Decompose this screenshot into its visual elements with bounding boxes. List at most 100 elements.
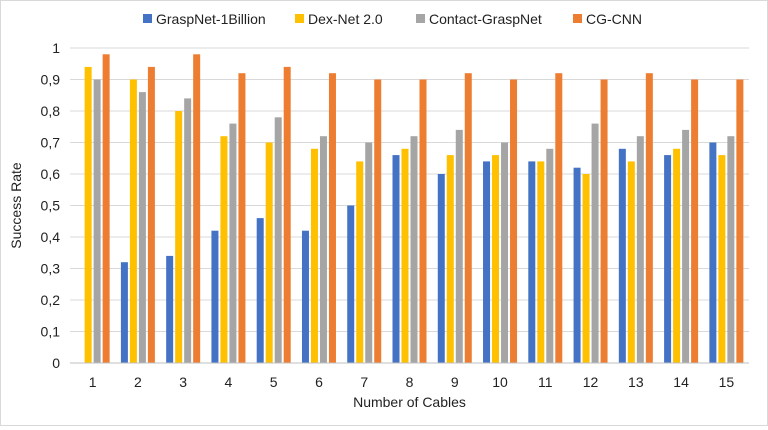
bar-graspnet-1billion-2	[120, 262, 128, 363]
bar-cg-cnn-11	[555, 73, 563, 363]
x-tick-label: 3	[179, 374, 187, 390]
legend-label: GraspNet-1Billion	[156, 11, 266, 27]
bar-graspnet-1billion-10	[483, 161, 491, 363]
legend-swatch	[416, 14, 425, 23]
bar-graspnet-1billion-5	[256, 218, 264, 363]
y-tick-label: 0,1	[41, 324, 61, 340]
bar-dex-net-2-0-6	[310, 148, 318, 363]
bar-dex-net-2-0-8	[401, 148, 409, 363]
bar-cg-cnn-9	[464, 73, 472, 363]
bar-cg-cnn-7	[374, 79, 382, 363]
bar-graspnet-1billion-8	[392, 155, 400, 363]
legend-label: CG-CNN	[586, 11, 642, 27]
bar-dex-net-2-0-5	[265, 142, 273, 363]
bar-dex-net-2-0-15	[718, 155, 726, 363]
x-tick-label: 7	[360, 374, 368, 390]
y-tick-label: 0,9	[41, 72, 61, 88]
y-axis-label: Success Rate	[8, 162, 24, 249]
bar-contact-graspnet-8	[410, 136, 418, 363]
x-tick-label: 5	[270, 374, 278, 390]
x-tick-label: 15	[719, 374, 735, 390]
bar-dex-net-2-0-7	[356, 161, 364, 363]
bar-dex-net-2-0-10	[492, 155, 500, 363]
bar-cg-cnn-6	[328, 73, 336, 363]
bar-dex-net-2-0-14	[673, 148, 681, 363]
x-axis-ticks: 1 2 3 4 5 6 7 8 9 10 11 12 13 14 15	[89, 374, 735, 390]
y-tick-label: 1	[52, 40, 60, 56]
bar-graspnet-1billion-11	[528, 161, 536, 363]
bars	[84, 54, 744, 364]
legend-swatch	[295, 14, 304, 23]
bar-dex-net-2-0-2	[129, 79, 137, 363]
legend: GraspNet-1Billion Dex-Net 2.0 Contact-Gras…	[143, 11, 642, 27]
x-tick-label: 4	[225, 374, 233, 390]
x-tick-label: 6	[315, 374, 323, 390]
bar-dex-net-2-0-13	[627, 161, 635, 363]
bar-contact-graspnet-14	[682, 129, 690, 363]
bar-dex-net-2-0-4	[220, 136, 228, 363]
bar-cg-cnn-1	[102, 54, 110, 364]
gridlines	[70, 47, 749, 332]
x-tick-label: 12	[583, 374, 599, 390]
bar-graspnet-1billion-12	[573, 167, 581, 363]
y-tick-label: 0,8	[41, 103, 61, 119]
bar-contact-graspnet-10	[501, 142, 509, 363]
y-tick-label: 0	[52, 355, 60, 371]
y-tick-label: 0,6	[41, 166, 61, 182]
bar-cg-cnn-15	[736, 79, 744, 363]
legend-swatch	[573, 14, 582, 23]
bar-contact-graspnet-4	[229, 123, 237, 363]
bar-graspnet-1billion-9	[437, 174, 445, 363]
bar-cg-cnn-14	[691, 79, 699, 363]
legend-item: CG-CNN	[573, 11, 642, 27]
bar-contact-graspnet-3	[184, 98, 192, 364]
bar-cg-cnn-12	[600, 79, 608, 363]
bar-contact-graspnet-6	[319, 136, 327, 363]
x-tick-label: 14	[673, 374, 689, 390]
bar-cg-cnn-10	[510, 79, 518, 363]
legend-item: GraspNet-1Billion	[143, 11, 266, 27]
bar-cg-cnn-3	[193, 54, 201, 364]
x-tick-label: 13	[628, 374, 644, 390]
bar-contact-graspnet-5	[274, 117, 282, 363]
bar-graspnet-1billion-6	[301, 230, 309, 363]
bar-cg-cnn-8	[419, 79, 427, 363]
bar-contact-graspnet-9	[455, 129, 463, 363]
bar-contact-graspnet-15	[727, 136, 735, 363]
bar-dex-net-2-0-11	[537, 161, 545, 363]
x-tick-label: 9	[451, 374, 459, 390]
bar-graspnet-1billion-14	[664, 155, 672, 363]
x-tick-label: 1	[89, 374, 97, 390]
bar-dex-net-2-0-12	[582, 174, 590, 363]
bar-dex-net-2-0-1	[84, 66, 92, 364]
legend-item: Contact-GraspNet	[416, 11, 542, 27]
x-tick-label: 8	[406, 374, 414, 390]
legend-label: Contact-GraspNet	[429, 11, 542, 27]
bar-contact-graspnet-2	[138, 92, 146, 363]
legend-item: Dex-Net 2.0	[295, 11, 383, 27]
bar-cg-cnn-13	[645, 73, 653, 363]
y-tick-label: 0,4	[41, 229, 61, 245]
bar-contact-graspnet-1	[93, 79, 101, 363]
bar-contact-graspnet-7	[365, 142, 373, 363]
bar-graspnet-1billion-13	[618, 148, 626, 363]
x-axis-label: Number of Cables	[353, 394, 466, 410]
bar-graspnet-1billion-7	[347, 205, 355, 363]
legend-label: Dex-Net 2.0	[308, 11, 383, 27]
x-tick-label: 10	[492, 374, 508, 390]
y-tick-label: 0,2	[41, 292, 61, 308]
bar-dex-net-2-0-9	[446, 155, 454, 363]
y-tick-label: 0,3	[41, 261, 61, 277]
bar-graspnet-1billion-3	[166, 255, 174, 363]
bar-graspnet-1billion-4	[211, 230, 219, 363]
bar-contact-graspnet-13	[636, 136, 644, 363]
bar-contact-graspnet-11	[546, 148, 554, 363]
bar-contact-graspnet-12	[591, 123, 599, 363]
x-tick-label: 11	[538, 374, 553, 390]
bar-dex-net-2-0-3	[175, 111, 183, 363]
bar-cg-cnn-2	[147, 66, 155, 364]
y-tick-label: 0,5	[41, 198, 61, 214]
bar-cg-cnn-4	[238, 73, 246, 363]
